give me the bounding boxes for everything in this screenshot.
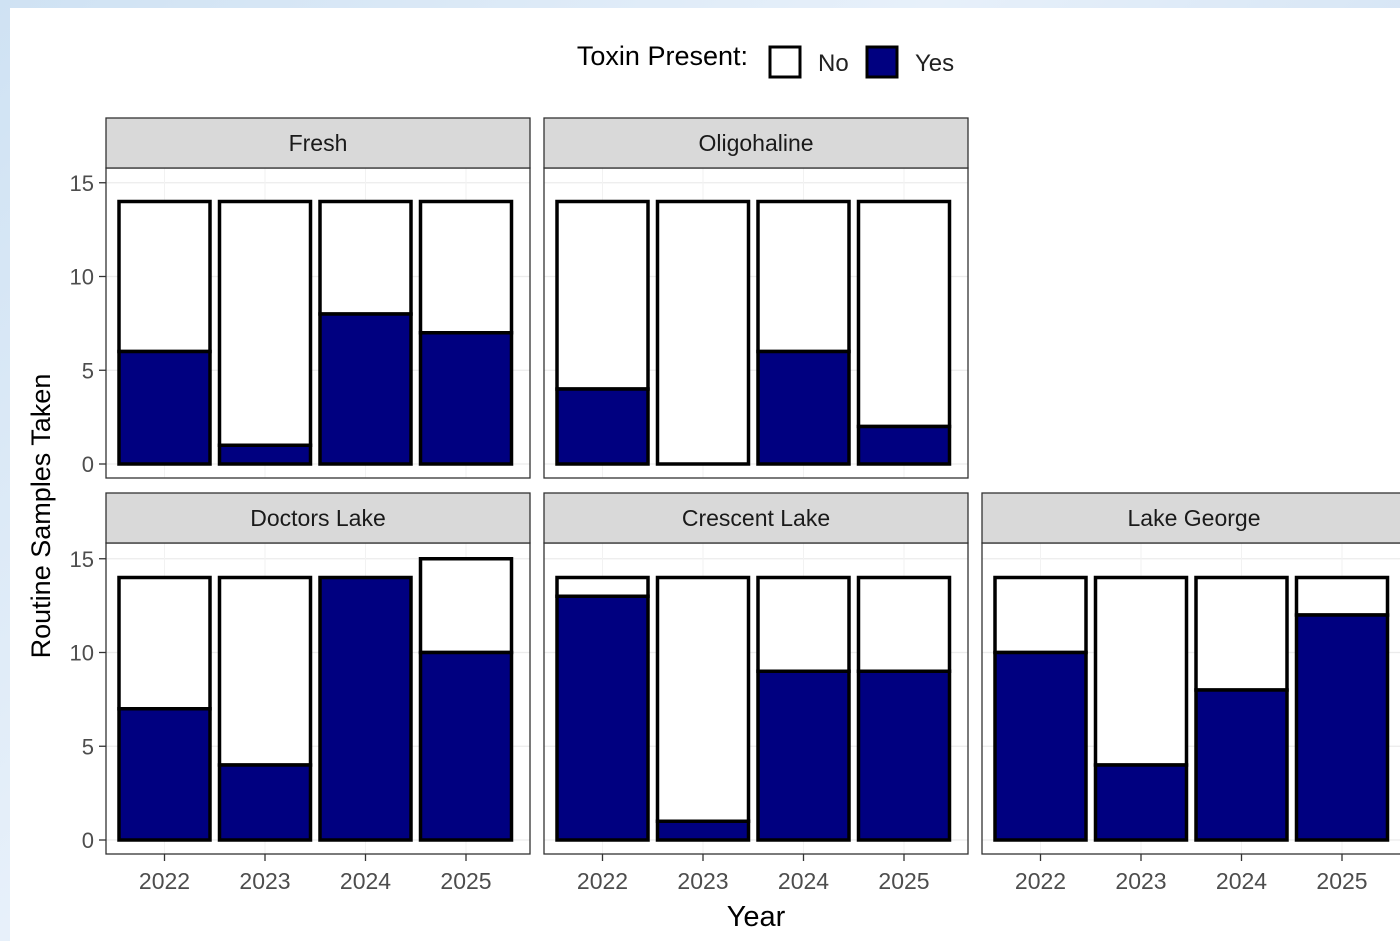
y-tick-label: 0 [82,452,94,477]
facet-strip [105,492,531,544]
y-tick-label: 0 [82,828,94,853]
bar-yes-2025 [418,650,514,842]
x-tick-label: 2025 [1316,868,1367,894]
facet-panel-crescent-lake: Crescent Lake 2022 2023 2024 2025 [543,492,969,894]
bar-yes-2022 [117,349,212,466]
facet-panel-doctors-lake: Doctors Lake 0 5 10 15 2022 2023 2024 2025 [70,492,531,894]
y-tick-label: 5 [82,734,94,759]
facet-strip-label: Fresh [289,130,348,156]
bar-yes-2024 [318,312,413,466]
bar-no-2023 [217,575,313,767]
facet-panel-oligohaline: Oligohaline [543,117,969,479]
plot-frame: Toxin Present: No Yes Fresh 0 5 10 15 Oligoha… [10,8,1400,941]
bar-yes-2025 [856,424,952,466]
bar-yes-2022 [555,594,650,842]
bar-yes-2022 [993,650,1088,842]
facet-strip [543,492,969,544]
legend-label-yes: Yes [915,50,954,77]
x-tick-label: 2023 [677,868,728,894]
bar-no-2023 [655,575,751,823]
bar-yes-2025 [856,669,952,842]
facet-strip-label: Oligohaline [698,130,813,156]
bar-no-2025 [418,557,514,655]
bar-yes-2025 [1294,613,1390,842]
bar-no-2025 [418,199,514,335]
y-tick-label: 5 [82,358,94,383]
facet-strip-label: Crescent Lake [682,505,830,531]
bar-no-2022 [117,575,212,711]
bar-yes-2022 [117,707,212,842]
y-tick-label: 15 [70,547,94,572]
facet-strip-label: Doctors Lake [250,505,386,531]
bar-no-2024 [756,199,851,354]
bar-yes-2025 [418,331,514,466]
x-tick-label: 2024 [1216,868,1267,894]
x-tick-label: 2023 [1115,868,1166,894]
bar-no-2025 [856,199,952,429]
x-tick-label: 2023 [239,868,290,894]
bar-no-2025 [1294,575,1390,617]
bar-no-2022 [993,575,1088,655]
x-tick-label: 2025 [878,868,929,894]
bar-no-2024 [756,575,851,673]
x-tick-label: 2022 [1015,868,1066,894]
bar-yes-2024 [318,575,413,842]
x-axis-title: Year [727,901,786,933]
bar-yes-2023 [1093,763,1189,842]
y-axis-title: Routine Samples Taken [26,374,56,659]
faceted-stacked-bar-chart: Toxin Present: No Yes Fresh 0 5 10 15 Oligoha… [26,41,1400,933]
bar-yes-2023 [217,763,313,842]
facet-panel-fresh: Fresh 0 5 10 15 [70,117,531,479]
y-tick-label: 10 [70,641,94,666]
x-tick-label: 2022 [139,868,190,894]
legend-swatch-no [768,45,802,79]
y-tick-label: 10 [70,265,94,290]
facet-strip-label: Lake George [1128,505,1261,531]
legend-title: Toxin Present: [577,41,748,71]
bar-yes-2023 [217,443,313,466]
facet-strip [105,117,531,169]
bar-yes-2024 [756,669,851,842]
facet-panels: Fresh 0 5 10 15 Oligohaline Doctors Lake 0 5 10 15… [70,117,1400,894]
facet-panel-lake-george: Lake George 2022 2023 2024 2025 [981,492,1400,894]
legend: Toxin Present: No Yes [577,41,954,79]
bar-no-2024 [1194,575,1289,692]
bar-no-2023 [655,199,751,466]
legend-swatch-yes [865,45,899,79]
facet-strip [981,492,1400,544]
bar-yes-2024 [756,349,851,466]
bar-no-2025 [856,575,952,673]
bar-no-2022 [555,575,650,598]
facet-strip [543,117,969,169]
bar-no-2024 [318,199,413,316]
y-tick-label: 15 [70,171,94,196]
bar-no-2022 [555,199,650,391]
x-tick-label: 2022 [577,868,628,894]
bar-no-2022 [117,199,212,354]
bar-yes-2023 [655,819,751,842]
bar-yes-2024 [1194,688,1289,842]
bar-no-2023 [217,199,313,447]
bar-no-2023 [1093,575,1189,767]
x-tick-label: 2024 [340,868,391,894]
bar-yes-2022 [555,387,650,466]
x-tick-label: 2025 [440,868,491,894]
legend-label-no: No [818,50,849,77]
x-tick-label: 2024 [778,868,829,894]
